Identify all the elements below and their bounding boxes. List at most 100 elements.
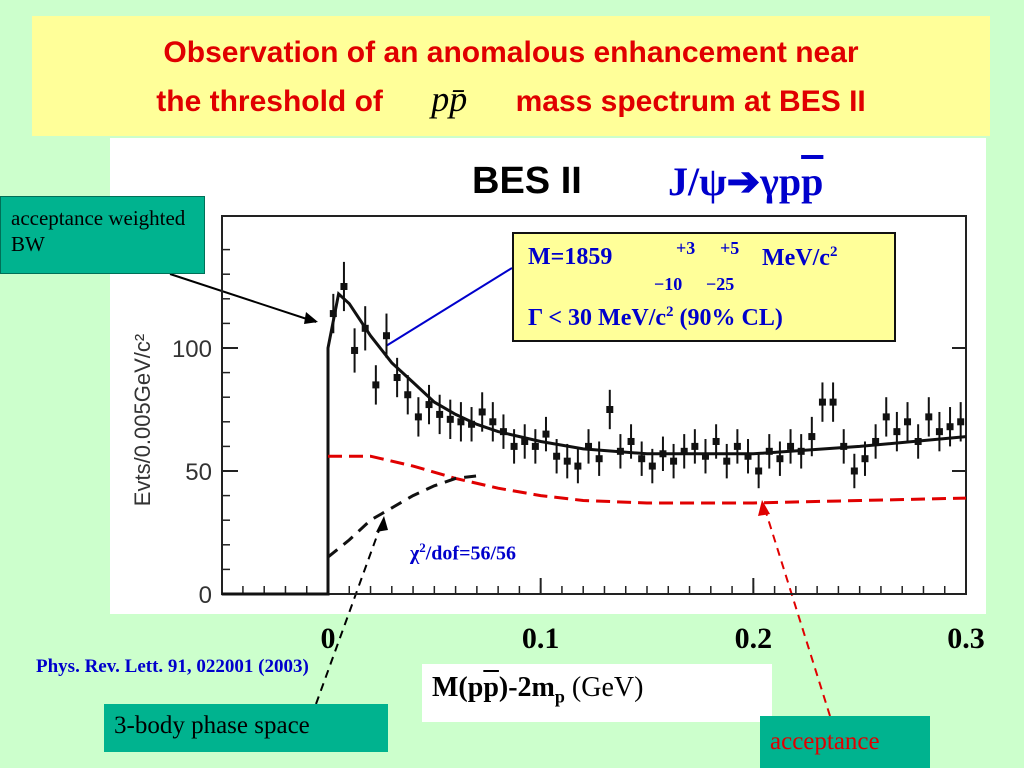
data-point	[574, 448, 582, 484]
data-point	[691, 429, 699, 464]
point-marker	[733, 442, 741, 450]
data-point	[393, 357, 401, 398]
data-point	[925, 397, 933, 437]
point-marker	[404, 391, 412, 399]
data-point	[436, 394, 444, 435]
data-point	[457, 402, 465, 442]
data-point	[510, 429, 518, 464]
data-point	[765, 434, 773, 469]
point-marker	[606, 406, 614, 413]
data-point	[935, 411, 943, 452]
point-marker	[712, 437, 720, 445]
data-point	[351, 328, 359, 373]
point-marker	[904, 418, 912, 426]
point-marker	[563, 457, 571, 465]
point-marker	[691, 442, 699, 450]
data-point	[627, 424, 635, 459]
data-point	[340, 261, 348, 312]
annotation-lines	[169, 267, 831, 717]
point-marker	[595, 455, 603, 463]
reaction-arrow-icon: ➔	[726, 159, 761, 204]
data-point	[840, 429, 848, 464]
phase-space-arrowhead-icon	[376, 516, 388, 532]
point-marker	[521, 437, 529, 445]
point-marker	[425, 401, 433, 409]
x-tick-label: 0.3	[947, 622, 985, 655]
point-marker	[393, 374, 401, 382]
point-marker	[329, 310, 337, 318]
point-marker	[659, 450, 667, 458]
point-marker	[553, 452, 561, 460]
data-point	[680, 434, 688, 469]
data-point	[850, 453, 858, 489]
data-point	[904, 402, 912, 442]
point-marker	[755, 467, 763, 475]
bw-pointer-line	[169, 273, 317, 323]
data-point	[797, 434, 805, 469]
point-marker	[585, 442, 593, 450]
reaction-gamma-p: γp	[760, 159, 802, 204]
point-marker	[574, 462, 582, 470]
title-line-1: Observation of an anomalous enhancement …	[163, 36, 859, 69]
data-point	[404, 375, 412, 415]
data-point	[755, 453, 763, 489]
data-point	[595, 441, 603, 476]
point-marker	[648, 462, 656, 470]
plot-panel	[110, 138, 986, 614]
data-point	[787, 429, 795, 464]
slide-title: Observation of an anomalous enhancement …	[32, 16, 990, 136]
data-point	[616, 434, 624, 469]
title-line-2: the threshold of pp̄ mass spectrum at BE…	[32, 76, 990, 125]
y-axis-label: Evts/0.005GeV/c²	[130, 334, 155, 506]
data-point	[882, 397, 890, 437]
point-marker	[531, 442, 539, 450]
data-point	[531, 429, 539, 464]
series-phase-space	[327, 474, 478, 559]
point-marker	[638, 455, 646, 463]
point-marker	[478, 408, 486, 416]
data-point	[744, 439, 752, 474]
fit-err-up-stat: +3	[676, 238, 696, 258]
data-point	[361, 306, 369, 351]
point-marker	[850, 467, 858, 475]
title-line-2a: the threshold of	[156, 85, 383, 118]
phase-space-pointer-line	[315, 521, 383, 705]
data-point	[712, 424, 720, 459]
point-marker	[776, 455, 784, 463]
point-marker	[925, 413, 933, 421]
point-marker	[468, 420, 476, 428]
title-math: pp̄	[431, 79, 468, 119]
point-marker	[818, 398, 826, 406]
data-point	[648, 448, 656, 484]
fit-width: Γ < 30 MeV/c2 (90% CL)	[528, 304, 783, 331]
data-point	[478, 392, 486, 432]
x-tick-label: 0.1	[522, 622, 560, 655]
point-marker	[499, 428, 507, 436]
fit-err-dn-stat: −10	[654, 274, 683, 294]
data-point	[808, 416, 816, 457]
data-point	[446, 399, 454, 440]
data-point	[382, 313, 390, 358]
fit-err-dn-sys: −25	[706, 274, 735, 294]
series-acceptance	[328, 454, 967, 505]
fit-mass-unit: MeV/c2	[762, 244, 838, 271]
x-axis-label: M(pp)-2mp (GeV)	[422, 664, 772, 722]
point-marker	[893, 428, 901, 436]
data-point	[563, 443, 571, 479]
callout-phase-space: 3-body phase space	[104, 704, 388, 752]
point-marker	[914, 437, 922, 445]
point-marker	[670, 457, 678, 465]
data-point	[701, 439, 709, 474]
point-marker	[861, 455, 869, 463]
point-marker	[946, 423, 954, 431]
point-marker	[787, 442, 795, 450]
point-marker	[542, 430, 550, 438]
data-point	[329, 293, 337, 334]
data-point	[372, 365, 380, 405]
point-marker	[723, 457, 731, 465]
experiment-label: BES II	[472, 160, 582, 202]
data-point	[872, 424, 880, 459]
point-marker	[361, 324, 369, 332]
point-marker	[489, 418, 497, 426]
